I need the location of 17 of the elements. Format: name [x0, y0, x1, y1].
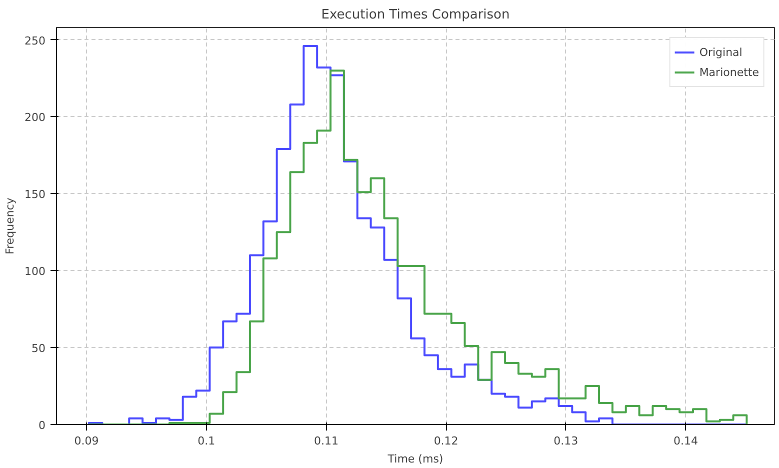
- y-tick-label: 150: [24, 188, 46, 202]
- y-tick-label: 50: [32, 342, 46, 356]
- x-axis-title: Time (ms): [386, 452, 444, 466]
- y-tick-label: 200: [24, 111, 46, 124]
- x-tick-label: 0.1: [198, 434, 216, 448]
- y-tick-label: 100: [24, 265, 46, 278]
- x-tick-label: 0.12: [434, 434, 458, 448]
- y-tick-label: 0: [38, 419, 46, 432]
- legend-label: Original: [699, 46, 742, 58]
- chart-title: Execution Times Comparison: [321, 8, 510, 22]
- legend-label: Marionette: [699, 66, 759, 78]
- y-tick-label: 250: [24, 34, 46, 48]
- x-tick-label: 0.13: [554, 434, 578, 448]
- x-tick-label: 0.14: [674, 434, 698, 448]
- y-axis-title: Frequency: [4, 197, 17, 254]
- x-tick-label: 0.09: [74, 434, 99, 448]
- x-tick-label: 0.11: [314, 434, 338, 448]
